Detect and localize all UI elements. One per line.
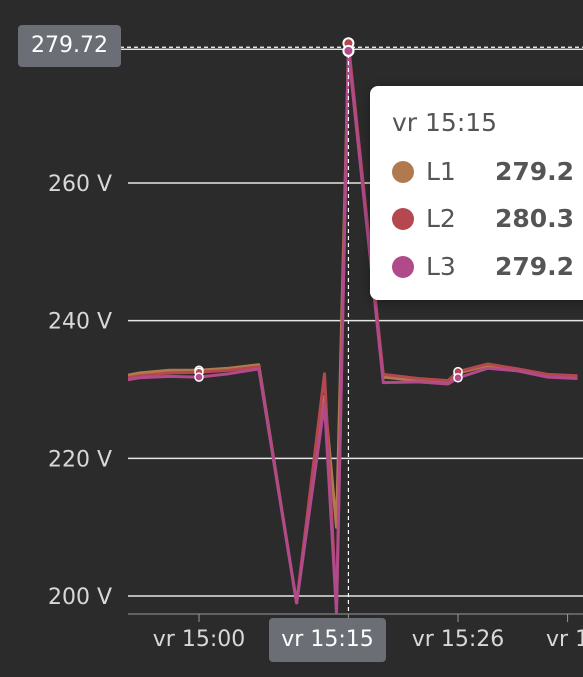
data-point-marker bbox=[194, 372, 204, 382]
tooltip-series-name: L3 bbox=[426, 252, 456, 281]
x-tick-label: vr 15:00 bbox=[153, 627, 245, 652]
x-tick-label: vr 15:26 bbox=[412, 627, 504, 652]
y-tick-label: 260 V bbox=[48, 172, 112, 197]
crosshair-y-value-label: 279.72 bbox=[18, 25, 121, 67]
series-l2-swatch-icon bbox=[392, 208, 414, 230]
series-line-l3 bbox=[128, 49, 578, 614]
tooltip: vr 15:15 L1 279.2 L2 280.3 L3 279.2 bbox=[370, 86, 583, 300]
y-tick-label: 220 V bbox=[48, 447, 112, 472]
series-l1-swatch-icon bbox=[392, 161, 414, 183]
tooltip-series-value: 280.3 bbox=[495, 204, 575, 233]
tooltip-series-value: 279.2 bbox=[495, 252, 575, 281]
data-point-marker bbox=[453, 373, 463, 383]
tooltip-series-value: 279.2 bbox=[495, 157, 575, 186]
tooltip-row-l2: L2 280.3 bbox=[392, 204, 583, 234]
series-l3-swatch-icon bbox=[392, 256, 414, 278]
tooltip-series-name: L2 bbox=[426, 204, 456, 233]
tooltip-title: vr 15:15 bbox=[392, 108, 498, 137]
tooltip-row-l3: L3 279.2 bbox=[392, 252, 583, 282]
tooltip-row-l1: L1 279.2 bbox=[392, 157, 583, 187]
y-tick-label: 200 V bbox=[48, 585, 112, 610]
crosshair-x-time-label: vr 15:15 bbox=[269, 618, 386, 662]
x-tick-label: vr 1 bbox=[546, 627, 583, 652]
hover-marker-l3 bbox=[342, 44, 355, 57]
y-tick-label: 240 V bbox=[48, 310, 112, 335]
tooltip-series-name: L1 bbox=[426, 157, 456, 186]
